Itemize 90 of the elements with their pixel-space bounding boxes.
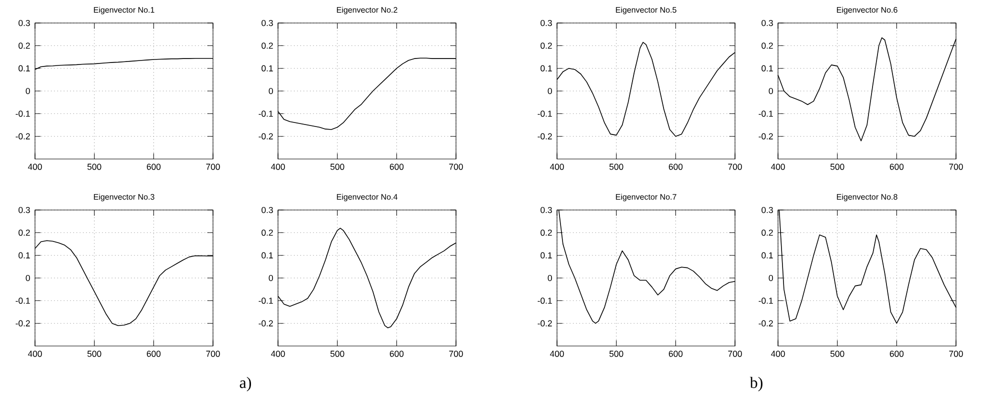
x-tick-label: 700 — [449, 350, 463, 357]
y-tick-label: 0.2 — [540, 42, 552, 49]
y-tick-label: -0.2 — [758, 320, 773, 326]
x-tick-label: 700 — [206, 350, 220, 357]
x-tick-label: 500 — [330, 350, 344, 357]
y-tick-label: 0.2 — [762, 230, 773, 236]
y-tick-label: 0.1 — [762, 65, 773, 72]
chart-title: Eigenvector No.2 — [336, 6, 398, 14]
y-tick-label: -0.2 — [258, 133, 273, 140]
y-tick-label: 0.2 — [540, 230, 552, 236]
x-tick-label: 700 — [206, 164, 220, 170]
y-tick-label: 0.3 — [262, 206, 273, 214]
y-tick-label: -0.2 — [538, 133, 552, 140]
y-tick-label: 0 — [768, 88, 773, 94]
x-tick-label: 500 — [87, 350, 102, 357]
x-tick-label: 400 — [270, 164, 285, 170]
y-tick-label: -0.1 — [758, 298, 773, 304]
y-tick-label: 0.1 — [18, 252, 30, 258]
y-tick-label: 0.2 — [262, 42, 273, 49]
y-tick-label: 0.2 — [18, 230, 30, 236]
chart-title: Eigenvector No.8 — [836, 194, 898, 202]
y-tick-label: 0.1 — [262, 252, 273, 258]
x-tick-label: 600 — [146, 164, 161, 170]
y-tick-label: 0 — [548, 88, 552, 94]
x-tick-label: 500 — [330, 164, 344, 170]
x-tick-label: 600 — [390, 350, 404, 357]
x-tick-label: 600 — [890, 350, 904, 357]
x-tick-label: 700 — [949, 350, 963, 357]
x-tick-label: 500 — [830, 350, 844, 357]
y-tick-label: 0.2 — [762, 42, 773, 49]
x-tick-label: 600 — [390, 164, 404, 170]
y-tick-label: -0.2 — [538, 320, 552, 326]
y-tick-label: -0.1 — [258, 298, 273, 304]
x-tick-label: 600 — [146, 350, 161, 357]
chart-title: Eigenvector No.4 — [336, 194, 398, 202]
y-tick-label: 0.1 — [762, 252, 773, 258]
x-tick-label: 400 — [550, 350, 564, 357]
x-tick-label: 500 — [609, 350, 624, 357]
y-tick-label: 0.1 — [540, 252, 552, 258]
chart-title: Eigenvector No.3 — [94, 194, 154, 202]
y-tick-label: -0.1 — [758, 110, 773, 117]
y-tick-label: 0.3 — [762, 206, 773, 214]
chart-title: Eigenvector No.6 — [836, 6, 898, 14]
x-tick-label: 700 — [728, 350, 742, 357]
y-tick-label: 0 — [768, 274, 773, 282]
chart-title: Eigenvector No.5 — [616, 6, 676, 14]
chart-title: Eigenvector No.1 — [94, 6, 154, 14]
x-tick-label: 600 — [890, 164, 904, 170]
y-tick-label: 0.1 — [18, 65, 30, 72]
y-tick-label: -0.1 — [16, 110, 30, 117]
y-tick-label: 0.3 — [762, 20, 773, 26]
y-tick-label: -0.2 — [758, 133, 773, 140]
x-tick-label: 400 — [270, 350, 285, 357]
text: b) — [750, 376, 762, 392]
x-tick-label: 400 — [550, 164, 564, 170]
x-tick-label: 700 — [728, 164, 742, 170]
y-tick-label: 0.3 — [18, 20, 30, 26]
y-tick-label: -0.2 — [258, 320, 273, 326]
y-tick-label: 0 — [268, 88, 273, 94]
x-tick-label: 700 — [449, 164, 463, 170]
x-tick-label: 600 — [668, 164, 683, 170]
y-tick-label: 0 — [548, 274, 552, 282]
x-tick-label: 500 — [830, 164, 844, 170]
y-tick-label: 0 — [268, 274, 273, 282]
y-tick-label: 0 — [26, 274, 30, 282]
x-tick-label: 400 — [28, 164, 42, 170]
y-tick-label: 0.1 — [262, 65, 273, 72]
y-tick-label: 0 — [26, 88, 30, 94]
x-tick-label: 500 — [87, 164, 102, 170]
y-tick-label: -0.2 — [16, 320, 30, 326]
y-tick-label: -0.1 — [538, 298, 552, 304]
y-tick-label: 0.1 — [540, 65, 552, 72]
y-tick-label: 0.3 — [540, 20, 552, 26]
x-tick-label: 700 — [949, 164, 963, 170]
y-tick-label: 0.2 — [262, 230, 273, 236]
y-tick-label: -0.1 — [538, 110, 552, 117]
y-tick-label: 0.3 — [262, 20, 273, 26]
x-tick-label: 400 — [28, 350, 42, 357]
text: a) — [240, 376, 252, 392]
y-tick-label: 0.3 — [540, 206, 552, 214]
y-tick-label: -0.1 — [16, 298, 30, 304]
x-tick-label: 500 — [609, 164, 624, 170]
y-tick-label: 0.2 — [18, 42, 30, 49]
y-tick-label: -0.2 — [16, 133, 30, 140]
x-tick-label: 400 — [770, 350, 785, 357]
x-tick-label: 600 — [668, 350, 683, 357]
y-tick-label: -0.1 — [258, 110, 273, 117]
x-tick-label: 400 — [770, 164, 785, 170]
chart-title: Eigenvector No.7 — [616, 194, 676, 202]
y-tick-label: 0.3 — [18, 206, 30, 214]
